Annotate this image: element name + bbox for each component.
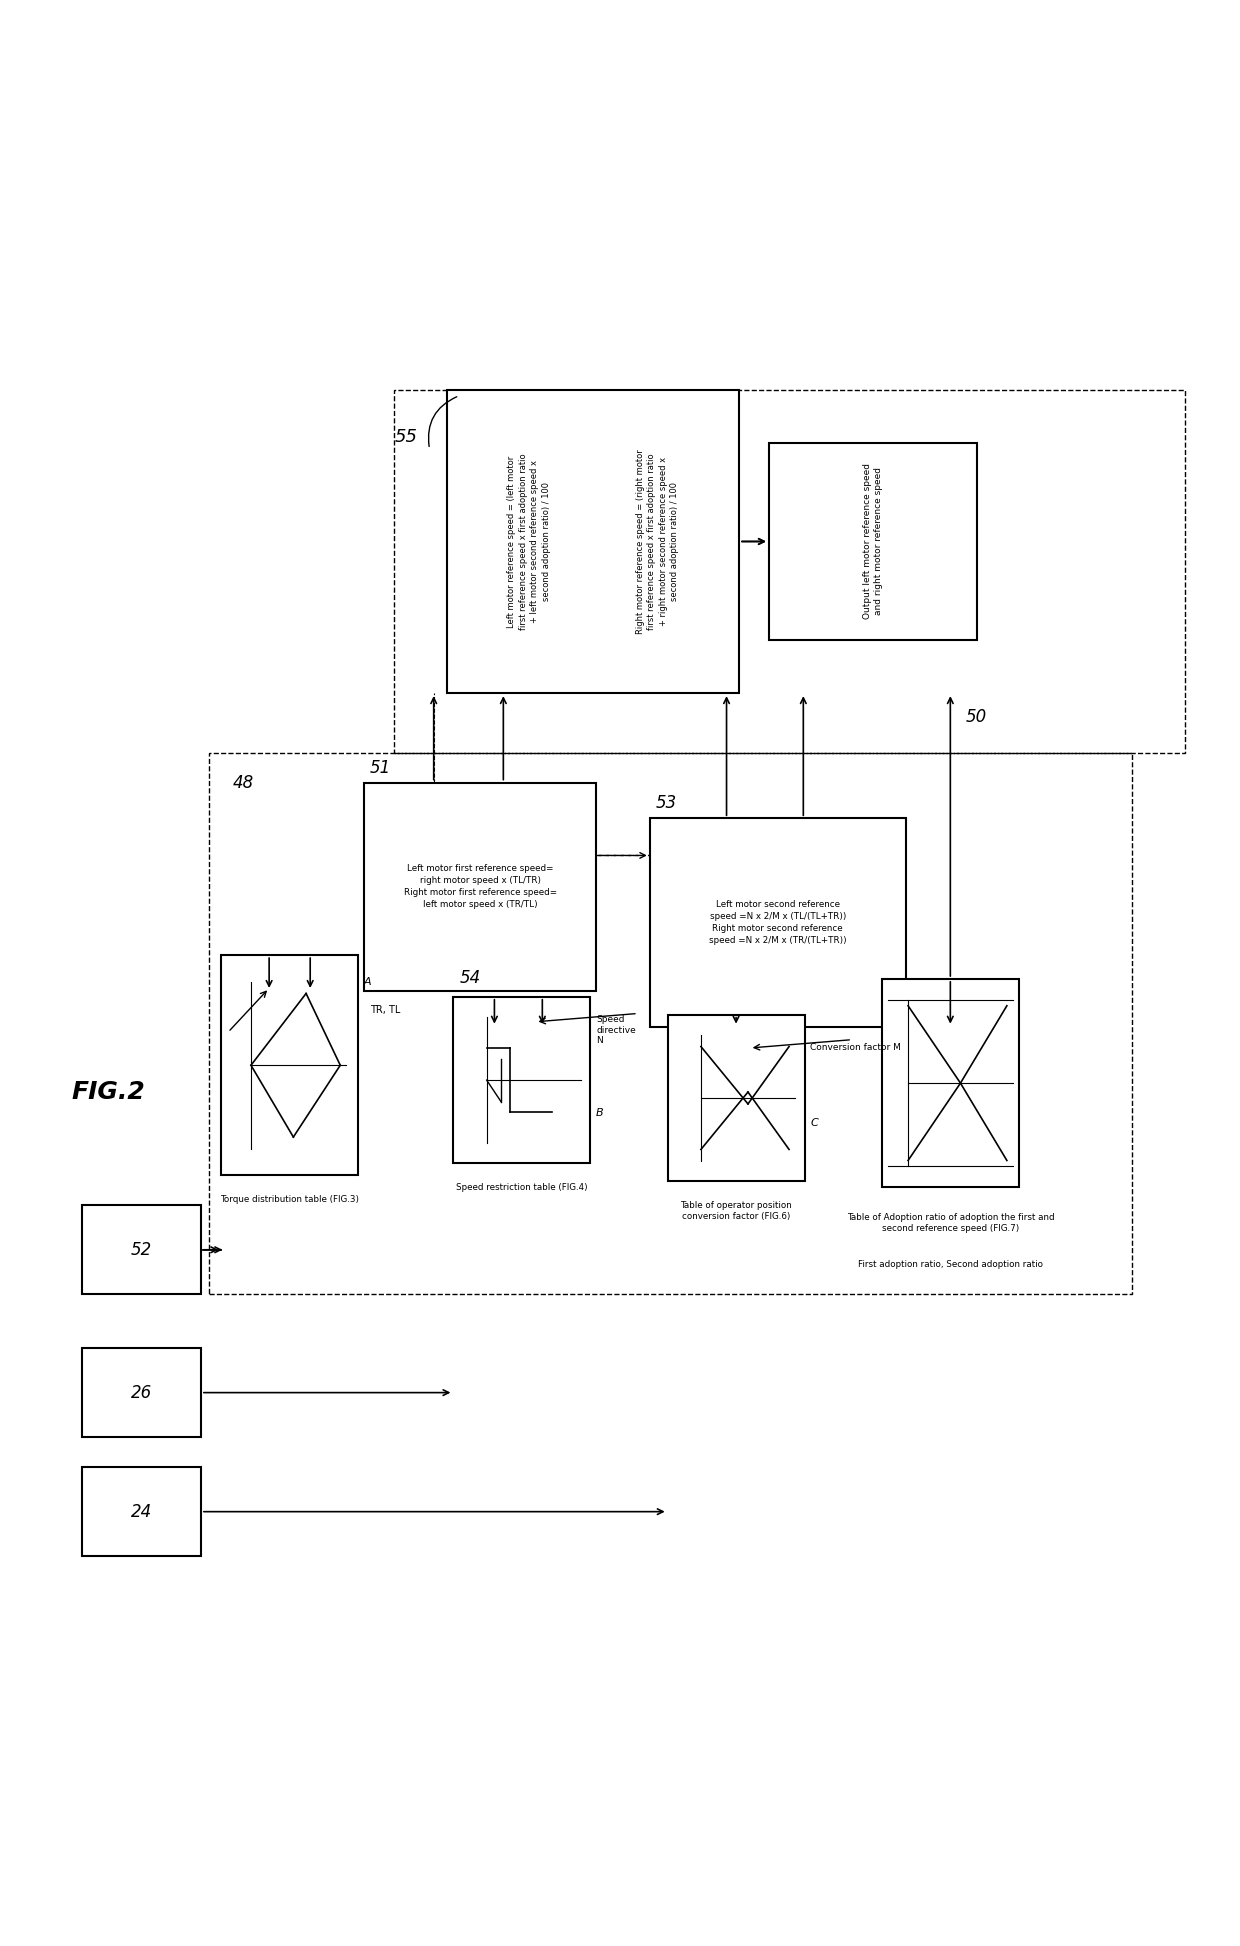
Text: 53: 53: [656, 794, 677, 811]
Text: 48: 48: [233, 775, 254, 792]
Bar: [82, 1349, 201, 1438]
Text: 26: 26: [131, 1384, 153, 1401]
Text: Table of Adoption ratio of adoption the first and
second reference speed (FIG.7): Table of Adoption ratio of adoption the …: [847, 1212, 1054, 1234]
Bar: [448, 389, 739, 693]
Text: TR, TL: TR, TL: [370, 1006, 401, 1016]
Text: 52: 52: [131, 1242, 153, 1259]
Bar: [882, 979, 1019, 1187]
Bar: [221, 955, 358, 1175]
Text: A: A: [365, 977, 372, 987]
Bar: [650, 817, 905, 1027]
Text: 55: 55: [394, 428, 418, 446]
Bar: [667, 1014, 805, 1181]
Bar: [769, 444, 977, 640]
Text: FIG.2: FIG.2: [71, 1080, 145, 1103]
Text: Left motor second reference
speed =N x 2/M x (TL/(TL+TR))
Right motor second ref: Left motor second reference speed =N x 2…: [709, 899, 847, 946]
Bar: [82, 1467, 201, 1557]
Bar: [365, 782, 596, 991]
Text: Left motor first reference speed=
right motor speed x (TL/TR)
Right motor first : Left motor first reference speed= right …: [403, 864, 557, 909]
Text: C: C: [811, 1119, 818, 1129]
Text: Table of operator position
conversion factor (FIG.6): Table of operator position conversion fa…: [681, 1201, 792, 1222]
Text: First adoption ratio, Second adoption ratio: First adoption ratio, Second adoption ra…: [858, 1261, 1043, 1269]
Text: 24: 24: [131, 1502, 153, 1520]
Text: Speed restriction table (FIG.4): Speed restriction table (FIG.4): [456, 1183, 588, 1191]
Bar: [454, 996, 590, 1164]
Text: 51: 51: [370, 759, 392, 776]
Bar: [394, 389, 1185, 753]
Text: Speed
directive
N: Speed directive N: [596, 1016, 636, 1045]
Bar: [82, 1205, 201, 1294]
Text: Right motor reference speed = (right motor
first reference speed x first adoptio: Right motor reference speed = (right mot…: [636, 450, 680, 634]
Text: Torque distribution table (FIG.3): Torque distribution table (FIG.3): [221, 1195, 360, 1205]
Bar: [210, 753, 1132, 1294]
Text: 54: 54: [459, 969, 481, 987]
Text: Output left motor reference speed
and right motor reference speed: Output left motor reference speed and ri…: [863, 463, 883, 619]
Text: Left motor reference speed = (left motor
first reference speed x first adoption : Left motor reference speed = (left motor…: [507, 453, 551, 631]
Text: B: B: [596, 1109, 604, 1119]
Text: 50: 50: [965, 708, 987, 726]
Text: Conversion factor M: Conversion factor M: [811, 1043, 901, 1053]
